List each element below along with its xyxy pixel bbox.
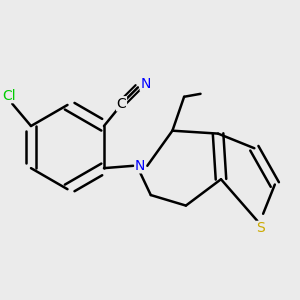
- Text: N: N: [140, 77, 151, 91]
- Text: C: C: [117, 97, 126, 111]
- Text: N: N: [135, 159, 146, 173]
- Text: Cl: Cl: [2, 88, 16, 103]
- Text: S: S: [256, 221, 265, 236]
